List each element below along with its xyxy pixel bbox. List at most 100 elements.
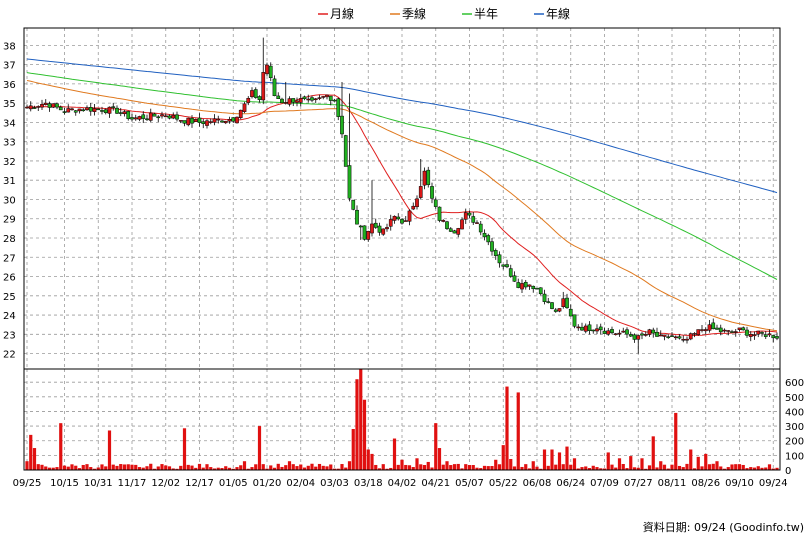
- candle-41: [178, 120, 183, 124]
- candle-body-131: [516, 282, 521, 288]
- volume-tick-label-200: 200: [785, 437, 804, 448]
- candle-180: [700, 324, 704, 333]
- candle-77: [313, 97, 318, 103]
- candle-171: [666, 334, 671, 339]
- candle-body-75: [306, 98, 311, 101]
- candle-body-6: [47, 103, 52, 108]
- candle-body-135: [531, 285, 536, 290]
- price-tick-label-23: 23: [3, 330, 16, 341]
- volume-bar-144: [565, 446, 569, 470]
- candle-177: [688, 332, 693, 341]
- candle-body-173: [673, 336, 678, 339]
- volume-bar-58: [242, 461, 247, 470]
- candle-body-147: [576, 326, 581, 329]
- volume-bar-130: [512, 466, 517, 470]
- candle-15: [81, 108, 86, 112]
- candle-body-153: [598, 326, 603, 331]
- volume-bar-100: [400, 459, 404, 470]
- candle-3: [36, 105, 41, 111]
- candle-150: [587, 321, 592, 335]
- volume-bar-178: [692, 468, 697, 470]
- volume-bar-193: [749, 467, 753, 470]
- volume-bar-9: [59, 423, 63, 470]
- candle-165: [643, 331, 648, 337]
- date-tick-label-3: 11/17: [118, 478, 147, 489]
- candle-body-2: [32, 107, 37, 109]
- volume-bar-12: [70, 464, 74, 470]
- candle-176: [685, 336, 689, 344]
- candle-body-150: [587, 324, 592, 331]
- candle-body-71: [291, 98, 296, 103]
- candle-40: [175, 111, 179, 122]
- volume-bar-43: [186, 464, 190, 470]
- volume-panel-frame: [23, 368, 781, 471]
- volume-bar-62: [257, 426, 262, 470]
- volume-bar-44: [190, 465, 194, 470]
- volume-bar-36: [160, 464, 164, 470]
- volume-bar-162: [632, 467, 637, 470]
- candle-body-139: [546, 301, 551, 303]
- candle-body-12: [70, 108, 74, 111]
- volume-bar-27: [126, 464, 130, 470]
- price-tick-label-35: 35: [3, 99, 16, 110]
- candle-8: [55, 102, 59, 110]
- candle-body-121: [478, 223, 483, 233]
- candle-body-15: [81, 109, 86, 112]
- candle-body-46: [197, 117, 202, 123]
- volume-bar-191: [741, 464, 745, 470]
- candle-body-98: [392, 215, 397, 221]
- volume-bar-83: [336, 468, 340, 470]
- candle-body-164: [640, 333, 644, 336]
- candle-body-178: [692, 333, 697, 335]
- candle-body-22: [107, 106, 112, 114]
- candle-58: [242, 101, 247, 114]
- ma-line-季線: [26, 80, 778, 332]
- candle-157: [613, 333, 618, 336]
- candle-70: [287, 96, 292, 107]
- candle-116: [460, 217, 464, 230]
- volume-tick-label-100: 100: [785, 451, 804, 462]
- candle-148: [580, 322, 584, 331]
- candle-172: [670, 332, 674, 337]
- candle-body-9: [58, 106, 63, 111]
- volume-bar-125: [494, 459, 498, 470]
- volume-bar-33: [149, 463, 153, 470]
- candle-body-156: [610, 329, 614, 334]
- candle-22: [107, 106, 112, 118]
- volume-bar-90: [362, 399, 367, 470]
- candle-164: [640, 331, 644, 340]
- date-tick-label-6: 01/05: [219, 478, 248, 489]
- candle-60: [250, 87, 254, 99]
- volume-bar-106: [422, 465, 427, 470]
- candle-body-38: [167, 115, 172, 119]
- candle-44: [190, 115, 194, 128]
- candle-188: [730, 329, 734, 333]
- candle-body-130: [512, 275, 517, 282]
- volume-bar-136: [535, 466, 539, 470]
- volume-bar-197: [764, 467, 768, 470]
- candle-body-126: [497, 254, 502, 264]
- candle-body-154: [602, 330, 607, 334]
- candle-133: [523, 279, 528, 290]
- candle-body-10: [62, 111, 67, 113]
- candle-52: [220, 119, 224, 123]
- candle-140: [550, 301, 554, 310]
- volume-bar-60: [250, 467, 254, 470]
- candle-154: [602, 327, 607, 334]
- volume-bar-98: [392, 438, 397, 470]
- candle-106: [422, 167, 427, 190]
- volume-bar-159: [621, 464, 625, 470]
- candle-163: [636, 335, 641, 354]
- volume-bar-132: [520, 466, 524, 470]
- candle-body-177: [688, 333, 693, 340]
- candle-body-102: [407, 210, 412, 222]
- candle-192: [745, 326, 749, 338]
- candle-body-157: [613, 333, 618, 335]
- volume-bar-56: [235, 467, 239, 470]
- date-tick-label-1: 10/15: [50, 478, 79, 489]
- candle-body-82: [332, 99, 337, 102]
- axis-labels: 22 23 24 25 26 27 28 29 30 31 32 33 34 35 36 37 38 0 100 20…: [3, 41, 804, 489]
- candle-113: [448, 227, 453, 232]
- candle-118: [467, 210, 472, 219]
